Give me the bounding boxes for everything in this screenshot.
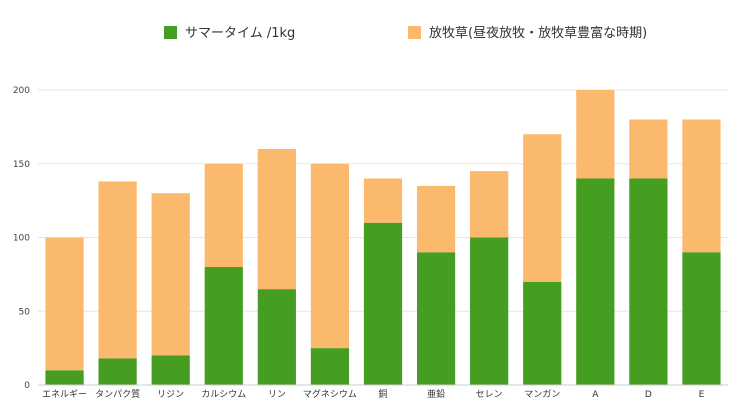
legend-label-series-2: 放牧草(昼夜放牧・放牧草豊富な時期) [429,25,647,41]
x-category-label: セレン [476,389,503,400]
bar-pasture-3 [204,163,243,267]
bar-summertime-3 [204,267,243,385]
x-category-label: マンガン [524,389,560,400]
bar-pasture-8 [470,171,509,238]
bar-summertime-10 [576,178,615,385]
legend-swatch-series-2 [408,26,421,39]
bar-summertime-2 [151,355,190,385]
x-category-label: リン [268,390,286,400]
legend-label-series-1: サマータイム /1kg [185,26,295,41]
bar-pasture-10 [576,90,615,179]
bar-summertime-5 [310,348,350,385]
x-category-label: 銅 [378,388,387,400]
x-category-label: マグネシウム [303,388,357,400]
x-category-label: A [592,390,599,400]
y-tick-label: 150 [13,160,30,170]
bar-summertime-11 [629,178,668,385]
bar-pasture-5 [310,163,350,349]
y-tick-label: 0 [24,381,30,391]
y-axis-ticks: 0 50 100 150 200 [13,86,30,391]
bar-summertime-4 [257,289,296,385]
x-category-label: タンパク質 [95,388,140,400]
bar-summertime-7 [416,252,456,385]
x-category-label: D [645,390,652,400]
legend: サマータイム /1kg 放牧草(昼夜放牧・放牧草豊富な時期) [164,25,647,41]
bar-summertime-9 [523,281,562,385]
x-category-label: 亜鉛 [427,388,445,400]
bar-pasture-12 [682,119,721,253]
bar-pasture-6 [363,178,403,223]
bars [45,90,721,385]
legend-swatch-series-1 [164,26,177,39]
bar-pasture-4 [257,149,296,290]
bar-summertime-12 [682,252,721,385]
y-tick-label: 50 [19,307,31,317]
bar-summertime-1 [98,358,137,385]
x-category-label: カルシウム [201,389,246,400]
bar-pasture-2 [151,193,190,356]
x-category-label: E [699,390,705,400]
bar-summertime-0 [45,370,84,385]
bar-pasture-9 [523,134,562,282]
x-category-label: エネルギー [42,389,87,400]
bar-summertime-6 [363,222,403,385]
x-category-label: リジン [157,390,184,400]
bar-pasture-1 [98,181,137,359]
y-tick-label: 100 [13,234,30,244]
x-axis-labels: エネルギー タンパク質 リジン カルシウム リン マグネシウム 銅 亜鉛 セレン マンガン A D E [42,388,705,400]
y-tick-label: 200 [13,86,30,96]
bar-pasture-11 [629,119,668,179]
bar-summertime-8 [470,237,509,385]
bar-pasture-0 [45,237,84,371]
bar-pasture-7 [416,185,456,253]
